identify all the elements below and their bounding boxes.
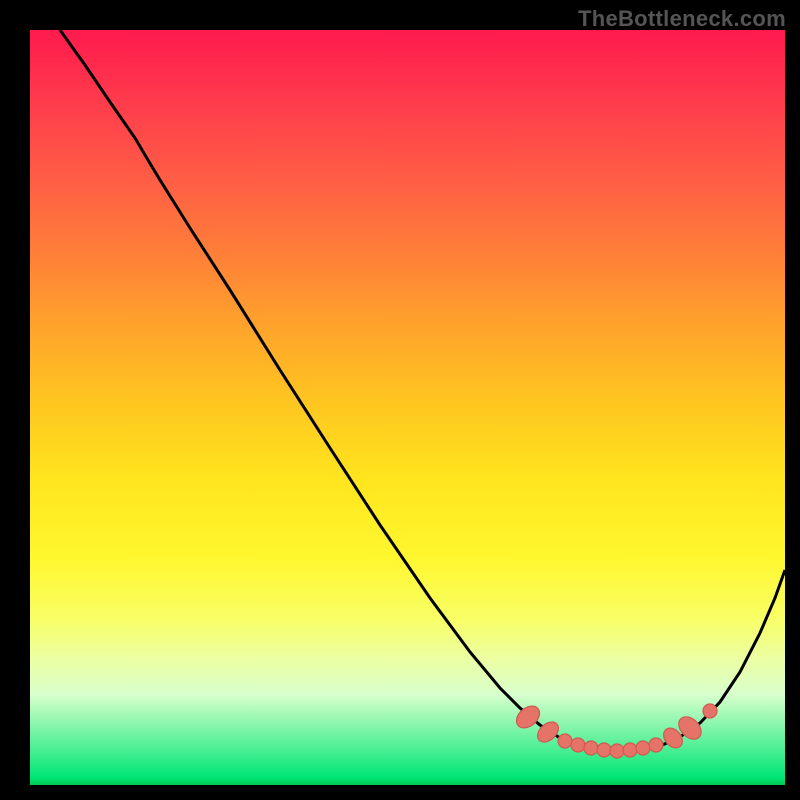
curve-marker bbox=[584, 741, 598, 755]
gradient-plot-area bbox=[30, 30, 785, 785]
curve-marker bbox=[558, 734, 572, 748]
curve-marker bbox=[636, 741, 650, 755]
curve-marker bbox=[649, 738, 663, 752]
curve-overlay bbox=[30, 30, 785, 785]
marker-group bbox=[512, 702, 717, 758]
curve-marker bbox=[571, 738, 585, 752]
chart-frame: TheBottleneck.com bbox=[0, 0, 800, 800]
bottleneck-curve bbox=[60, 30, 785, 751]
curve-marker bbox=[623, 743, 637, 757]
curve-marker bbox=[703, 704, 717, 718]
curve-marker bbox=[610, 744, 624, 758]
curve-marker bbox=[597, 743, 611, 757]
watermark-text: TheBottleneck.com bbox=[578, 6, 786, 32]
